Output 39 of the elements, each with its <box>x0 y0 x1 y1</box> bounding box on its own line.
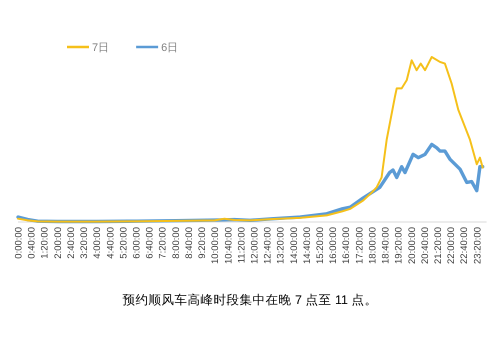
x-tick-label: 1:20:00 <box>40 227 51 259</box>
x-tick-label: 14:40:00 <box>302 227 313 264</box>
x-tick-label: 20:00:00 <box>406 227 418 264</box>
x-tick-label: 12:00:00 <box>249 227 260 264</box>
x-tick-label: 2:00:00 <box>52 227 64 259</box>
x-tick-label: 12:40:00 <box>262 227 274 264</box>
x-tick-label: 21:20:00 <box>433 227 444 264</box>
x-tick-label: 10:40:00 <box>223 227 234 264</box>
x-tick-label: 0:00:00 <box>14 227 24 259</box>
x-tick-label: 19:20:00 <box>394 227 405 264</box>
x-tick-label: 8:00:00 <box>170 227 182 259</box>
x-tick-label: 23:20:00 <box>472 227 484 264</box>
x-tick-label: 18:40:00 <box>380 227 392 264</box>
x-tick-label: 7:20:00 <box>158 227 169 259</box>
x-tick-label: 16:00:00 <box>328 227 340 264</box>
x-tick-label: 6:00:00 <box>131 227 142 259</box>
x-tick-label: 6:40:00 <box>144 227 156 259</box>
x-tick-label: 20:40:00 <box>420 227 431 264</box>
x-tick-label: 4:00:00 <box>92 227 104 259</box>
x-tick-label: 10:00:00 <box>210 227 222 264</box>
x-tick-label: 5:20:00 <box>118 227 130 259</box>
x-tick-label: 13:20:00 <box>276 227 287 264</box>
x-tick-label: 18:00:00 <box>367 227 378 264</box>
text: 预约顺风车高峰时段集中在晚 7 点至 11 点。 <box>122 292 378 307</box>
x-tick-label: 22:40:00 <box>459 227 470 264</box>
x-tick-label: 16:40:00 <box>341 227 352 264</box>
x-tick-label: 14:00:00 <box>288 227 300 264</box>
x-tick-label: 15:20:00 <box>315 227 326 264</box>
x-tick-label: 17:20:00 <box>354 227 366 264</box>
legend-label: 7日 <box>92 42 110 54</box>
x-tick-label: 2:40:00 <box>66 227 77 259</box>
x-tick-label: 8:40:00 <box>184 227 195 259</box>
x-tick-label: 4:40:00 <box>105 227 116 259</box>
legend-label: 6日 <box>161 42 178 54</box>
x-tick-label: 3:20:00 <box>79 227 90 259</box>
x-tick-label: 0:40:00 <box>26 227 38 259</box>
x-tick-label: 22:00:00 <box>446 227 458 264</box>
x-tick-label: 11:20:00 <box>236 227 248 264</box>
x-tick-label: 9:20:00 <box>197 227 208 259</box>
